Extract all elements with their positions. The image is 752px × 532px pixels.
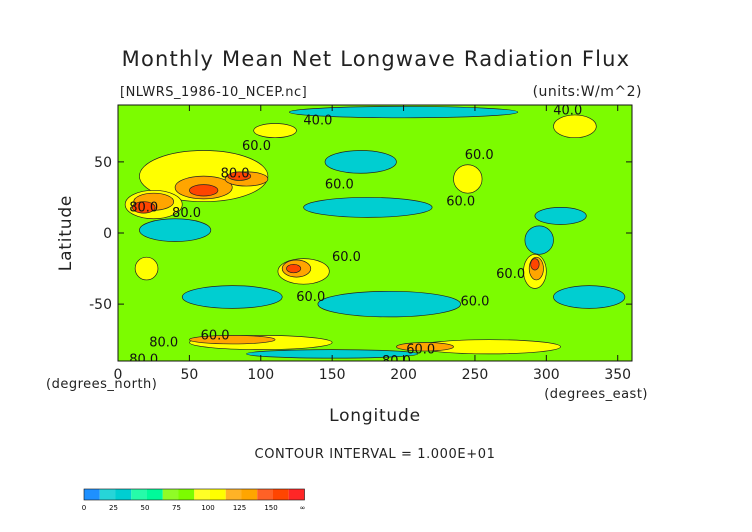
contour-label: 40.0 [553,104,582,119]
units-label: (units:W/m^2) [533,84,642,100]
y-tick-label: 50 [94,155,112,171]
region-iran-red [189,184,219,197]
region-greenland-yellow [553,114,597,139]
color-regions [124,106,626,359]
region-south-pacific-cyan [317,290,462,318]
contour-label: 60.0 [201,328,230,343]
colorbar-swatch [225,489,242,500]
x-tick-label: 200 [390,367,417,383]
region-arctic-yellow [253,123,297,139]
chart-title: Monthly Mean Net Longwave Radiation Flux [122,47,631,71]
x-tick-label: 350 [604,367,631,383]
contour-label: 60.0 [460,294,489,309]
region-mongolia-red [227,171,252,181]
contour-label: 80.0 [382,354,411,369]
x-axis-label: Longitude [329,406,421,426]
contour-label: 80.0 [149,336,178,351]
colorbar-label: 25 [109,504,118,512]
y-unit-label: (degrees_north) [46,377,157,392]
y-axis-ticks: -50 0 50 [89,155,632,313]
x-tick-label: 150 [319,367,346,383]
colorbar-label: ∞ [300,504,306,512]
contour-labels: 40.0 60.0 60.0 60.0 60.0 60.0 60.0 60.0 60.0 40.0… [129,104,582,369]
region-andes-red [530,258,540,271]
region-equatorial-indian-cyan [139,218,212,242]
x-tick-label: 100 [247,367,274,383]
region-south-atlantic-cyan [553,285,626,309]
region-north-pacific-cyan [324,150,397,174]
colorbar-swatch [273,489,289,500]
x-axis-ticks: 0 50 100 150 200 250 300 350 [114,105,631,383]
region-southern-africa-yellow [134,256,159,281]
y-axis-label: Latitude [56,195,76,271]
contour-label: 60.0 [446,195,475,210]
colorbar-label: 150 [264,504,277,512]
region-australia-red [286,263,302,274]
region-antarctic-orange [189,335,276,345]
region-antarctic-orange-2 [396,342,454,352]
colorbar-swatch [99,489,116,500]
x-unit-label: (degrees_east) [544,387,648,402]
colorbar-swatch [257,489,273,500]
contour-label: 60.0 [296,290,325,305]
file-label: [NLWRS_1986-10_NCEP.nc] [120,85,307,100]
contour-label: 40.0 [303,114,332,129]
colorbar-swatch [194,489,210,500]
contour-label: 60.0 [242,139,271,154]
colorbar-swatch [210,489,226,500]
contour-label: 60.0 [332,250,361,265]
colorbar-label: 50 [141,504,150,512]
colorbar-label: 100 [201,504,214,512]
x-tick-label: 250 [462,367,489,383]
colorbar-swatch [147,489,163,500]
colorbar-label: 0 [82,504,86,512]
region-south-indian-cyan [181,285,283,309]
contour-label: 80.0 [221,166,250,181]
region-tropical-pacific [303,197,433,218]
colorbar-swatch [115,489,132,500]
colorbar: 0 25 50 75 100 125 150 ∞ [82,488,306,512]
colorbar-swatch [162,489,179,500]
contour-label: 60.0 [406,343,435,358]
region-sahara-red [131,201,156,214]
colorbar-label: 125 [233,504,246,512]
y-tick-label: 0 [103,226,112,242]
region-tropical-atlantic-cyan [534,207,587,225]
contour-label: 80.0 [172,206,201,221]
contour-label: 80.0 [129,200,158,215]
contour-interval-text: CONTOUR INTERVAL = 1.000E+01 [255,447,496,462]
contour-label: 60.0 [496,267,525,282]
region-south-america-cyan [524,225,554,255]
x-tick-label: 300 [533,367,560,383]
x-tick-label: 50 [180,367,198,383]
contour-label: 80.0 [129,353,158,368]
colorbar-frame [83,488,305,501]
region-north-america-yellow [453,164,483,194]
contour-label: 60.0 [465,148,494,163]
colorbar-swatch [178,489,195,500]
colorbar-swatch [241,489,258,500]
x-tick-label: 0 [114,367,123,383]
colorbar-label: 75 [172,504,181,512]
colorbar-swatch [288,489,305,500]
colorbar-swatch [84,489,100,500]
contour-label: 60.0 [325,178,354,193]
y-tick-label: -50 [89,297,112,313]
colorbar-swatch [131,489,147,500]
plot-area: 40.0 60.0 60.0 60.0 60.0 60.0 60.0 60.0 60.0 40.0… [118,104,632,369]
